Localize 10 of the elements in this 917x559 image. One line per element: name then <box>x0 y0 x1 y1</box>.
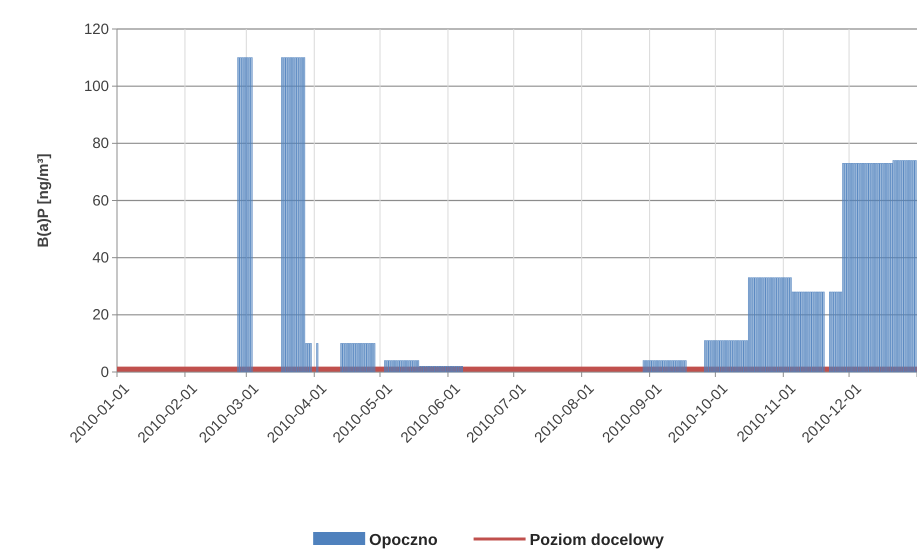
y-tick-label: 100 <box>84 78 109 95</box>
y-axis-title: B(a)P [ng/m³] <box>35 154 52 248</box>
y-tick-label: 80 <box>92 135 109 152</box>
y-tick-label: 60 <box>92 192 109 210</box>
y-tick-label: 20 <box>92 306 109 324</box>
legend-label: Opoczno <box>369 532 438 549</box>
y-tick-label: 40 <box>92 249 109 266</box>
legend-label: Poziom docelowy <box>530 532 664 549</box>
y-tick-label: 120 <box>84 20 109 38</box>
y-tick-label: 0 <box>100 364 109 381</box>
